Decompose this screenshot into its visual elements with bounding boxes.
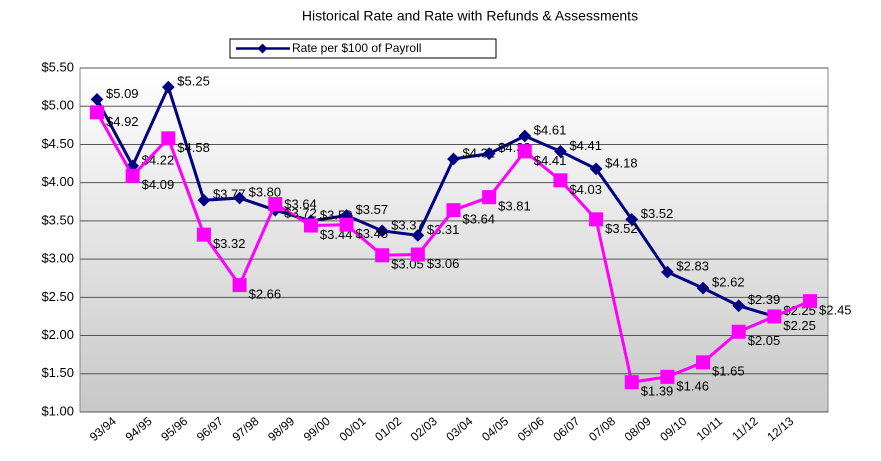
marker xyxy=(803,294,817,309)
marker xyxy=(196,227,211,242)
x-tick-label: 94/95 xyxy=(123,414,155,444)
marker xyxy=(589,212,604,227)
data-label: $5.09 xyxy=(106,86,139,101)
x-tick-label: 08/09 xyxy=(622,414,654,444)
legend-label: Rate per $100 of Payroll xyxy=(292,41,421,55)
data-label: $4.92 xyxy=(106,114,139,129)
marker xyxy=(268,197,283,212)
x-tick-label: 97/98 xyxy=(230,414,262,444)
x-tick-label: 07/08 xyxy=(586,414,618,444)
data-label: $5.25 xyxy=(177,74,210,89)
x-tick-label: 99/00 xyxy=(301,414,333,444)
data-label: $3.06 xyxy=(427,256,460,271)
chart-title: Historical Rate and Rate with Refunds & … xyxy=(302,8,638,24)
y-tick-label: $3.00 xyxy=(41,251,74,266)
marker xyxy=(197,193,211,207)
data-label: $2.39 xyxy=(748,292,781,307)
data-label: $4.58 xyxy=(177,140,210,155)
x-tick-label: 03/04 xyxy=(443,414,475,444)
marker xyxy=(232,278,247,293)
x-tick-label: 11/12 xyxy=(729,414,761,444)
data-label: $3.72 xyxy=(284,206,317,221)
marker xyxy=(375,224,389,238)
x-tick-label: 10/11 xyxy=(694,414,726,444)
x-tick-label: 93/94 xyxy=(87,414,119,444)
data-label: $4.03 xyxy=(569,182,602,197)
data-label: $4.41 xyxy=(534,153,567,168)
legend xyxy=(229,38,497,59)
data-label: $3.37 xyxy=(391,217,424,232)
data-label: $3.81 xyxy=(498,199,531,214)
x-tick-label: 95/96 xyxy=(158,414,190,444)
marker xyxy=(446,203,461,218)
data-label: $3.64 xyxy=(463,212,496,227)
marker xyxy=(482,190,497,205)
y-tick-label: $4.00 xyxy=(41,174,74,189)
data-label: $4.18 xyxy=(605,155,638,170)
data-label: $4.09 xyxy=(142,177,175,192)
y-tick-label: $5.00 xyxy=(41,98,74,113)
y-tick-label: $4.50 xyxy=(41,136,74,151)
data-label: $3.45 xyxy=(356,226,389,241)
x-tick-label: 98/99 xyxy=(265,414,297,444)
marker xyxy=(410,247,425,262)
data-label: $3.52 xyxy=(641,206,674,221)
marker xyxy=(731,324,746,339)
y-tick-label: $2.50 xyxy=(41,289,74,304)
marker xyxy=(696,355,711,370)
marker xyxy=(482,147,496,160)
x-tick-label: 06/07 xyxy=(550,414,582,444)
data-label: $2.66 xyxy=(249,287,282,302)
marker xyxy=(767,309,782,324)
data-label: $3.32 xyxy=(213,236,246,251)
data-label: $3.64 xyxy=(284,197,317,212)
marker xyxy=(411,229,425,242)
data-label: $2.05 xyxy=(748,333,781,348)
plot-area xyxy=(79,67,829,413)
marker xyxy=(125,168,140,183)
marker xyxy=(375,248,390,263)
marker xyxy=(161,80,175,94)
x-tick-label: 05/06 xyxy=(515,414,547,444)
x-tick-label: 00/01 xyxy=(337,414,369,444)
x-tick-label: 04/05 xyxy=(479,414,511,444)
y-tick-label: $5.50 xyxy=(41,59,74,74)
x-tick-label: 01/02 xyxy=(372,414,404,444)
data-label: $1.65 xyxy=(712,364,745,379)
data-label: $3.80 xyxy=(249,184,282,199)
data-label: $2.62 xyxy=(712,275,745,290)
data-label: $2.25 xyxy=(783,318,816,333)
data-label: $4.41 xyxy=(569,138,602,153)
marker xyxy=(161,131,176,146)
marker xyxy=(660,369,675,384)
y-tick-label: $2.00 xyxy=(41,327,74,342)
data-label: $3.52 xyxy=(605,221,638,236)
y-tick-label: $3.50 xyxy=(41,212,74,227)
marker xyxy=(624,375,639,390)
marker xyxy=(447,152,460,166)
data-label: $4.61 xyxy=(534,122,567,137)
marker xyxy=(90,105,104,120)
marker xyxy=(233,191,246,205)
x-tick-label: 02/03 xyxy=(408,414,440,444)
data-label: $1.46 xyxy=(676,378,709,393)
marker xyxy=(303,218,318,233)
y-tick-label: $1.50 xyxy=(41,365,74,380)
data-label: $1.39 xyxy=(641,384,674,399)
data-label: $2.83 xyxy=(676,259,709,274)
data-label: $3.57 xyxy=(356,202,389,217)
x-tick-label: 96/97 xyxy=(194,414,226,444)
x-tick-label: 12/13 xyxy=(764,414,796,444)
data-label: $2.45 xyxy=(819,303,852,318)
marker xyxy=(339,217,354,232)
y-tick-label: $1.00 xyxy=(41,403,74,418)
x-tick-label: 09/10 xyxy=(657,414,689,444)
marker xyxy=(553,173,568,188)
marker xyxy=(517,144,532,159)
